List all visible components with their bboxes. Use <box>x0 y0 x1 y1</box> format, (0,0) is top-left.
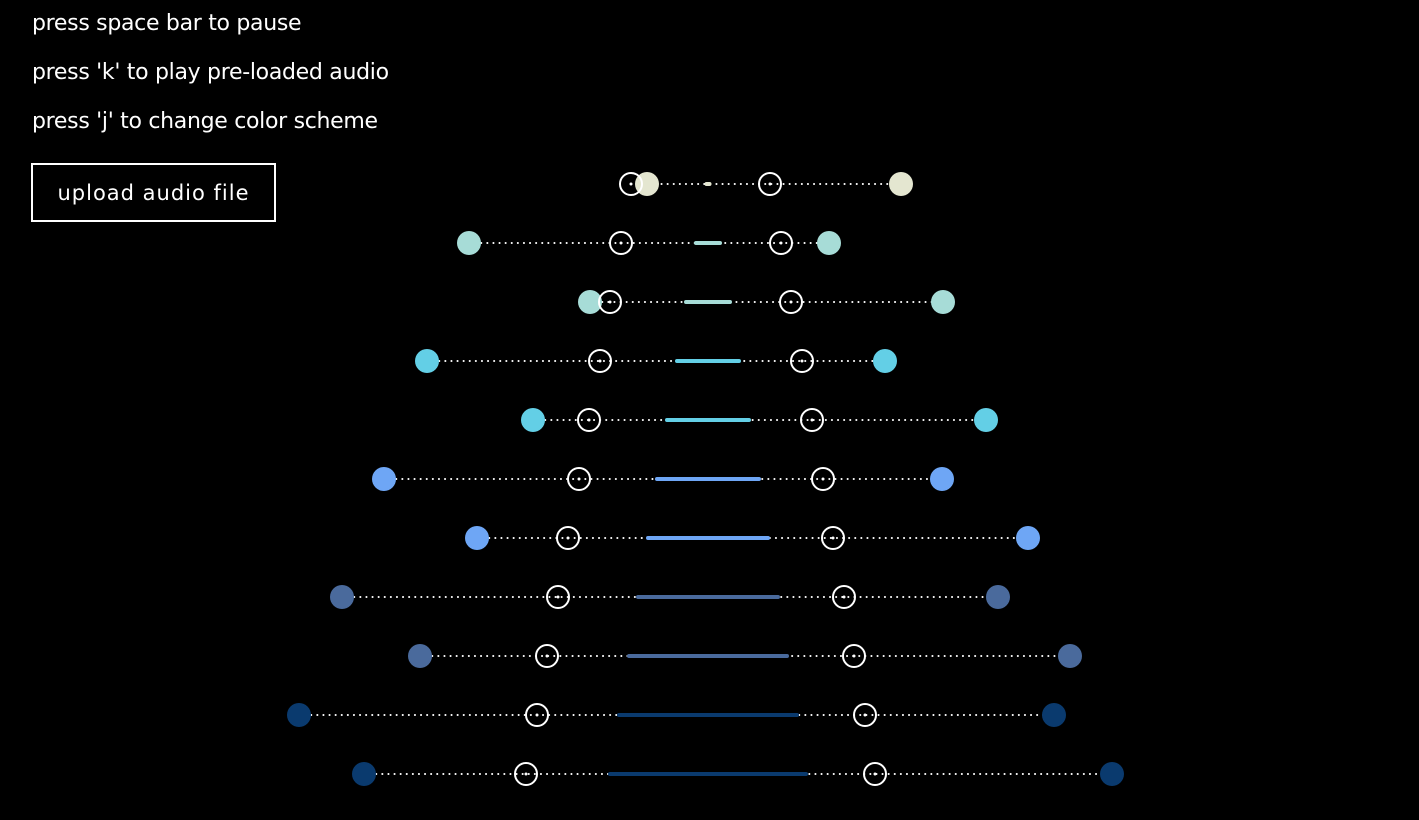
row-inner-right-center-dot <box>768 182 772 186</box>
row-inner-left-ring <box>619 172 643 196</box>
row-inner-left-center-dot <box>577 477 581 481</box>
row-inner-right-center-dot <box>810 418 814 422</box>
row-inner-left-ring <box>546 585 570 609</box>
row-inner-left-center-dot <box>524 772 528 776</box>
row-outer-right-dot <box>817 231 841 255</box>
row-inner-right-center-dot <box>821 477 825 481</box>
row-inner-left-ring <box>514 762 538 786</box>
row-inner-right-ring <box>832 585 856 609</box>
instruction-play-preloaded: press 'k' to play pre-loaded audio <box>32 60 389 85</box>
row-inner-left-center-dot <box>619 241 623 245</box>
row-outer-right-dot <box>931 290 955 314</box>
row-outer-right-dot <box>889 172 913 196</box>
row-inner-left-ring <box>588 349 612 373</box>
upload-audio-button[interactable]: upload audio file <box>31 163 276 222</box>
row-outer-left-dot <box>521 408 545 432</box>
row-outer-left-dot <box>457 231 481 255</box>
row-inner-right-ring <box>842 644 866 668</box>
row-outer-left-dot <box>415 349 439 373</box>
row-inner-right-ring <box>821 526 845 550</box>
row-inner-right-center-dot <box>873 772 877 776</box>
row-inner-left-center-dot <box>556 595 560 599</box>
row-outer-right-dot <box>1042 703 1066 727</box>
row-outer-right-dot <box>873 349 897 373</box>
row-outer-right-dot <box>1100 762 1124 786</box>
row-inner-right-center-dot <box>779 241 783 245</box>
row-outer-right-dot <box>986 585 1010 609</box>
row-inner-right-ring <box>811 467 835 491</box>
row-inner-right-ring <box>853 703 877 727</box>
row-inner-right-center-dot <box>852 654 856 658</box>
row-outer-right-dot <box>974 408 998 432</box>
row-inner-right-center-dot <box>831 536 835 540</box>
row-outer-left-dot <box>465 526 489 550</box>
row-inner-right-center-dot <box>863 713 867 717</box>
row-inner-left-center-dot <box>566 536 570 540</box>
row-inner-left-center-dot <box>608 300 612 304</box>
row-inner-right-ring <box>863 762 887 786</box>
row-inner-right-ring <box>800 408 824 432</box>
row-inner-left-center-dot <box>629 182 633 186</box>
row-inner-right-center-dot <box>800 359 804 363</box>
row-inner-right-ring <box>790 349 814 373</box>
row-inner-right-ring <box>758 172 782 196</box>
instruction-change-color: press 'j' to change color scheme <box>32 109 378 134</box>
row-outer-left-dot <box>408 644 432 668</box>
row-inner-left-center-dot <box>535 713 539 717</box>
row-inner-left-ring <box>556 526 580 550</box>
row-inner-left-ring <box>577 408 601 432</box>
instruction-pause: press space bar to pause <box>32 11 302 36</box>
row-inner-left-ring <box>598 290 622 314</box>
row-inner-left-ring <box>567 467 591 491</box>
row-outer-right-dot <box>1016 526 1040 550</box>
instructions-list: press space bar to pause press 'k' to pl… <box>32 10 389 157</box>
row-outer-left-dot <box>330 585 354 609</box>
row-outer-left-dot <box>578 290 602 314</box>
row-inner-right-center-dot <box>842 595 846 599</box>
row-inner-left-center-dot <box>587 418 591 422</box>
row-inner-left-ring <box>609 231 633 255</box>
row-inner-left-center-dot <box>545 654 549 658</box>
row-outer-right-dot <box>1058 644 1082 668</box>
row-inner-left-ring <box>525 703 549 727</box>
row-outer-left-dot <box>352 762 376 786</box>
row-inner-right-ring <box>779 290 803 314</box>
row-inner-right-center-dot <box>789 300 793 304</box>
row-outer-left-dot <box>372 467 396 491</box>
row-inner-right-ring <box>769 231 793 255</box>
row-inner-left-ring <box>535 644 559 668</box>
row-outer-right-dot <box>930 467 954 491</box>
row-inner-left-center-dot <box>598 359 602 363</box>
row-outer-left-dot <box>287 703 311 727</box>
